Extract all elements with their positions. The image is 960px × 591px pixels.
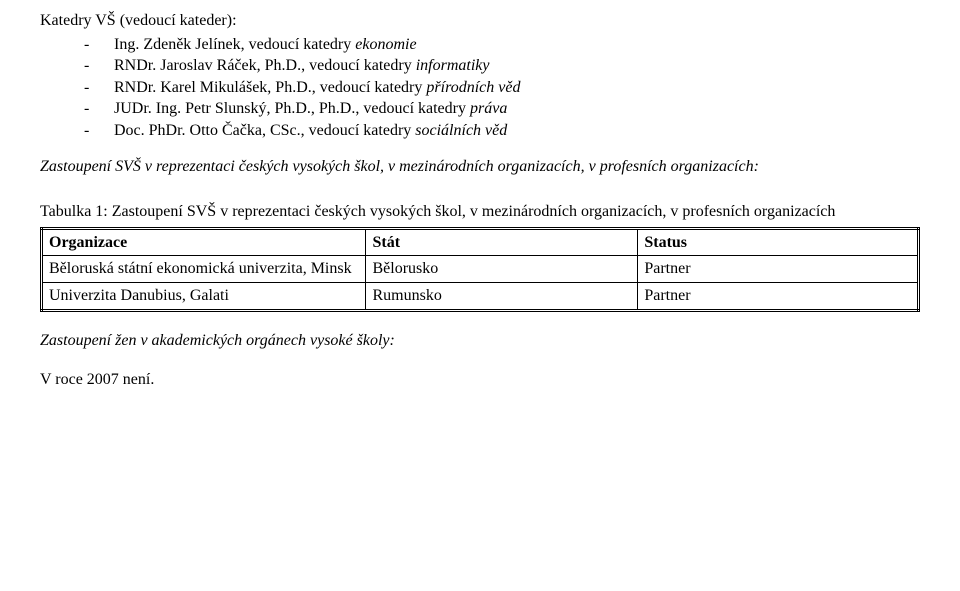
table-header-cell: Status bbox=[638, 228, 919, 256]
table-header-row: Organizace Stát Status bbox=[42, 228, 919, 256]
dept-text: ekonomie bbox=[355, 36, 416, 53]
dept-text: práva bbox=[470, 100, 507, 117]
table-cell: Partner bbox=[638, 256, 919, 283]
table-cell: Univerzita Danubius, Galati bbox=[42, 282, 366, 310]
table-header-cell: Organizace bbox=[42, 228, 366, 256]
representation-paragraph: Zastoupení SVŠ v reprezentaci českých vy… bbox=[40, 156, 920, 178]
list-item: RNDr. Jaroslav Ráček, Ph.D., vedoucí kat… bbox=[84, 55, 920, 77]
list-item: JUDr. Ing. Petr Slunský, Ph.D., Ph.D., v… bbox=[84, 98, 920, 120]
section-title: Katedry VŠ (vedoucí kateder): bbox=[40, 10, 920, 32]
table-header-cell: Stát bbox=[366, 228, 638, 256]
person-text: Ing. Zdeněk Jelínek, vedoucí katedry bbox=[114, 36, 355, 53]
women-representation-heading: Zastoupení žen v akademických orgánech v… bbox=[40, 330, 920, 352]
table-caption: Tabulka 1: Zastoupení SVŠ v reprezentaci… bbox=[40, 201, 920, 223]
dept-text: přírodních věd bbox=[426, 79, 520, 96]
list-item: RNDr. Karel Mikulášek, Ph.D., vedoucí ka… bbox=[84, 77, 920, 99]
katedry-list: Ing. Zdeněk Jelínek, vedoucí katedry eko… bbox=[40, 34, 920, 142]
table-cell: Bělorusko bbox=[366, 256, 638, 283]
dept-text: informatiky bbox=[416, 57, 490, 74]
table-row: Univerzita Danubius, Galati Rumunsko Par… bbox=[42, 282, 919, 310]
representation-table: Organizace Stát Status Běloruská státní … bbox=[40, 227, 920, 312]
table-cell: Partner bbox=[638, 282, 919, 310]
person-text: JUDr. Ing. Petr Slunský, Ph.D., Ph.D., v… bbox=[114, 100, 470, 117]
list-item: Ing. Zdeněk Jelínek, vedoucí katedry eko… bbox=[84, 34, 920, 56]
table-cell: Rumunsko bbox=[366, 282, 638, 310]
women-representation-value: V roce 2007 není. bbox=[40, 369, 920, 391]
table-cell: Běloruská státní ekonomická univerzita, … bbox=[42, 256, 366, 283]
person-text: RNDr. Karel Mikulášek, Ph.D., vedoucí ka… bbox=[114, 79, 426, 96]
dept-text: sociálních věd bbox=[415, 122, 507, 139]
person-text: RNDr. Jaroslav Ráček, Ph.D., vedoucí kat… bbox=[114, 57, 416, 74]
list-item: Doc. PhDr. Otto Čačka, CSc., vedoucí kat… bbox=[84, 120, 920, 142]
person-text: Doc. PhDr. Otto Čačka, CSc., vedoucí kat… bbox=[114, 122, 415, 139]
table-row: Běloruská státní ekonomická univerzita, … bbox=[42, 256, 919, 283]
